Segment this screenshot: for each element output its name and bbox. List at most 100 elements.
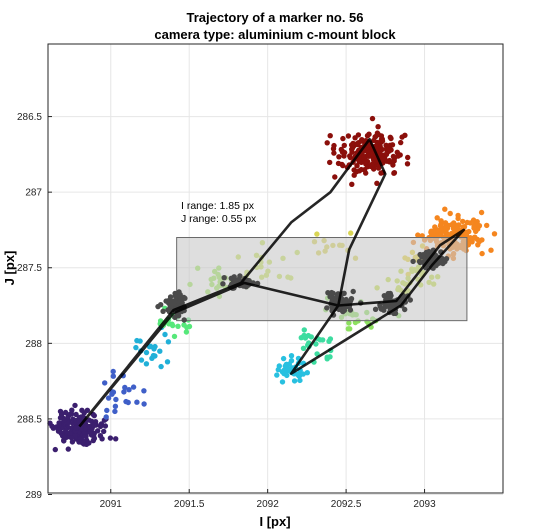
data-point (113, 436, 119, 442)
data-point (395, 153, 401, 159)
data-point (91, 422, 97, 429)
data-point (73, 425, 79, 431)
data-point (349, 181, 355, 187)
data-point (386, 146, 392, 152)
data-point (369, 115, 376, 122)
data-point (133, 344, 139, 351)
data-point (327, 354, 333, 360)
data-point (84, 407, 91, 413)
data-point (112, 403, 119, 409)
range-box (176, 237, 468, 322)
data-point (391, 170, 398, 176)
data-point (467, 235, 473, 241)
data-point (438, 259, 444, 265)
data-point (354, 163, 360, 169)
data-point (101, 428, 107, 435)
y-tick-label: 287 (25, 188, 42, 199)
data-point (471, 225, 477, 231)
data-point (285, 366, 291, 372)
data-point (91, 435, 98, 442)
data-point (304, 370, 310, 376)
data-point (155, 303, 161, 310)
data-point (369, 161, 376, 167)
data-point (353, 169, 360, 175)
data-point (447, 210, 453, 217)
data-point (407, 297, 413, 303)
data-point (476, 238, 482, 245)
data-point (372, 306, 379, 312)
data-point (283, 361, 289, 368)
data-point (121, 389, 127, 395)
data-point (415, 232, 421, 238)
data-point (488, 247, 494, 253)
data-point (162, 331, 168, 338)
data-point (220, 281, 226, 287)
data-point (442, 220, 449, 226)
data-point (379, 156, 386, 163)
data-point (470, 217, 477, 223)
data-point (324, 140, 330, 146)
data-point (389, 142, 396, 148)
data-point (377, 303, 383, 310)
data-point (168, 302, 175, 309)
data-point (296, 373, 302, 379)
data-point (123, 398, 129, 405)
data-point (284, 372, 290, 379)
data-point (300, 371, 306, 377)
data-point (346, 320, 352, 326)
data-point (184, 324, 190, 330)
x-axis-label: I [px] (259, 514, 290, 529)
data-point (67, 430, 73, 436)
data-point (320, 337, 326, 343)
data-point (126, 387, 132, 393)
data-point (365, 153, 371, 159)
x-tick-label: 2093 (413, 499, 436, 510)
data-point (442, 206, 448, 212)
data-point (65, 446, 72, 452)
data-point (158, 363, 164, 370)
data-point (332, 174, 338, 180)
data-point (103, 414, 109, 420)
data-point (172, 293, 178, 299)
data-point (340, 135, 346, 142)
x-tick-label: 2091.5 (174, 499, 205, 510)
data-point (68, 435, 75, 441)
data-point (275, 367, 281, 373)
data-point (435, 227, 442, 234)
y-tick-label: 288 (25, 339, 42, 350)
data-point (479, 250, 485, 257)
data-point (165, 339, 172, 345)
data-point (347, 154, 353, 161)
data-point (91, 412, 98, 419)
data-point (300, 345, 307, 351)
data-point (472, 234, 478, 240)
data-point (164, 359, 171, 365)
data-point (134, 399, 140, 405)
data-point (356, 158, 362, 165)
data-point (86, 429, 93, 435)
data-point (160, 308, 166, 314)
data-point (235, 276, 242, 283)
data-point (288, 353, 295, 359)
data-point (455, 215, 461, 222)
data-point (491, 231, 498, 237)
i-range-annotation: I range: 1.85 px (181, 200, 255, 212)
data-point (178, 298, 184, 304)
data-point (371, 137, 377, 144)
data-point (375, 165, 382, 171)
data-point (438, 218, 444, 224)
data-point (109, 391, 115, 397)
data-point (327, 133, 333, 139)
data-point (143, 361, 150, 367)
data-point (274, 372, 280, 378)
data-point (464, 219, 470, 226)
data-point (61, 437, 67, 443)
data-point (384, 158, 390, 164)
data-point (113, 396, 119, 403)
data-point (151, 346, 157, 352)
data-point (97, 423, 104, 430)
data-point (331, 142, 337, 149)
data-point (391, 158, 397, 164)
data-point (150, 352, 157, 359)
data-point (416, 258, 423, 265)
